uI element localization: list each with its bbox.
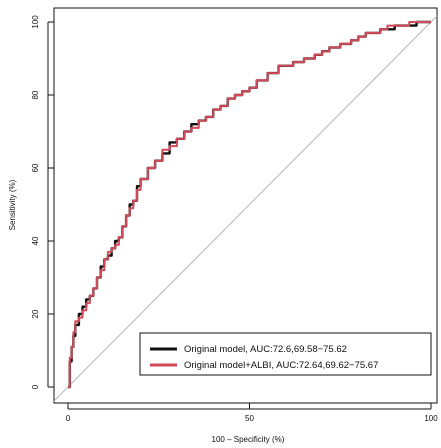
x-tick-label: 50 [245, 414, 254, 423]
y-tick-label: 60 [31, 163, 40, 172]
y-axis: 0 20 40 60 80 100 [31, 15, 54, 389]
y-axis-title: Sensitivity (%) [8, 179, 17, 230]
x-tick-label: 0 [66, 414, 71, 423]
y-tick-label: 100 [31, 15, 40, 29]
x-axis: 0 50 100 [66, 403, 438, 423]
plot-frame [53, 7, 438, 404]
legend-box [139, 332, 432, 376]
y-tick-label: 40 [31, 236, 40, 245]
legend-label-albi: Original model+ALBI, AUC:72.64,69.62−75.… [184, 360, 378, 371]
x-axis-title: 100 – Specificity (%) [212, 435, 285, 444]
y-tick-label: 0 [31, 384, 40, 389]
reference-diagonal-line [54, 15, 437, 402]
legend: Original model, AUC:72.6,69.58−75.62 Ori… [139, 332, 432, 376]
legend-label-original: Original model, AUC:72.6,69.58−75.62 [184, 344, 347, 355]
series-line-original-model-albi [68, 21, 431, 388]
series-group [68, 20, 431, 389]
y-tick-label: 20 [31, 309, 40, 318]
y-tick-label: 80 [31, 90, 40, 99]
x-tick-label: 100 [424, 414, 438, 423]
